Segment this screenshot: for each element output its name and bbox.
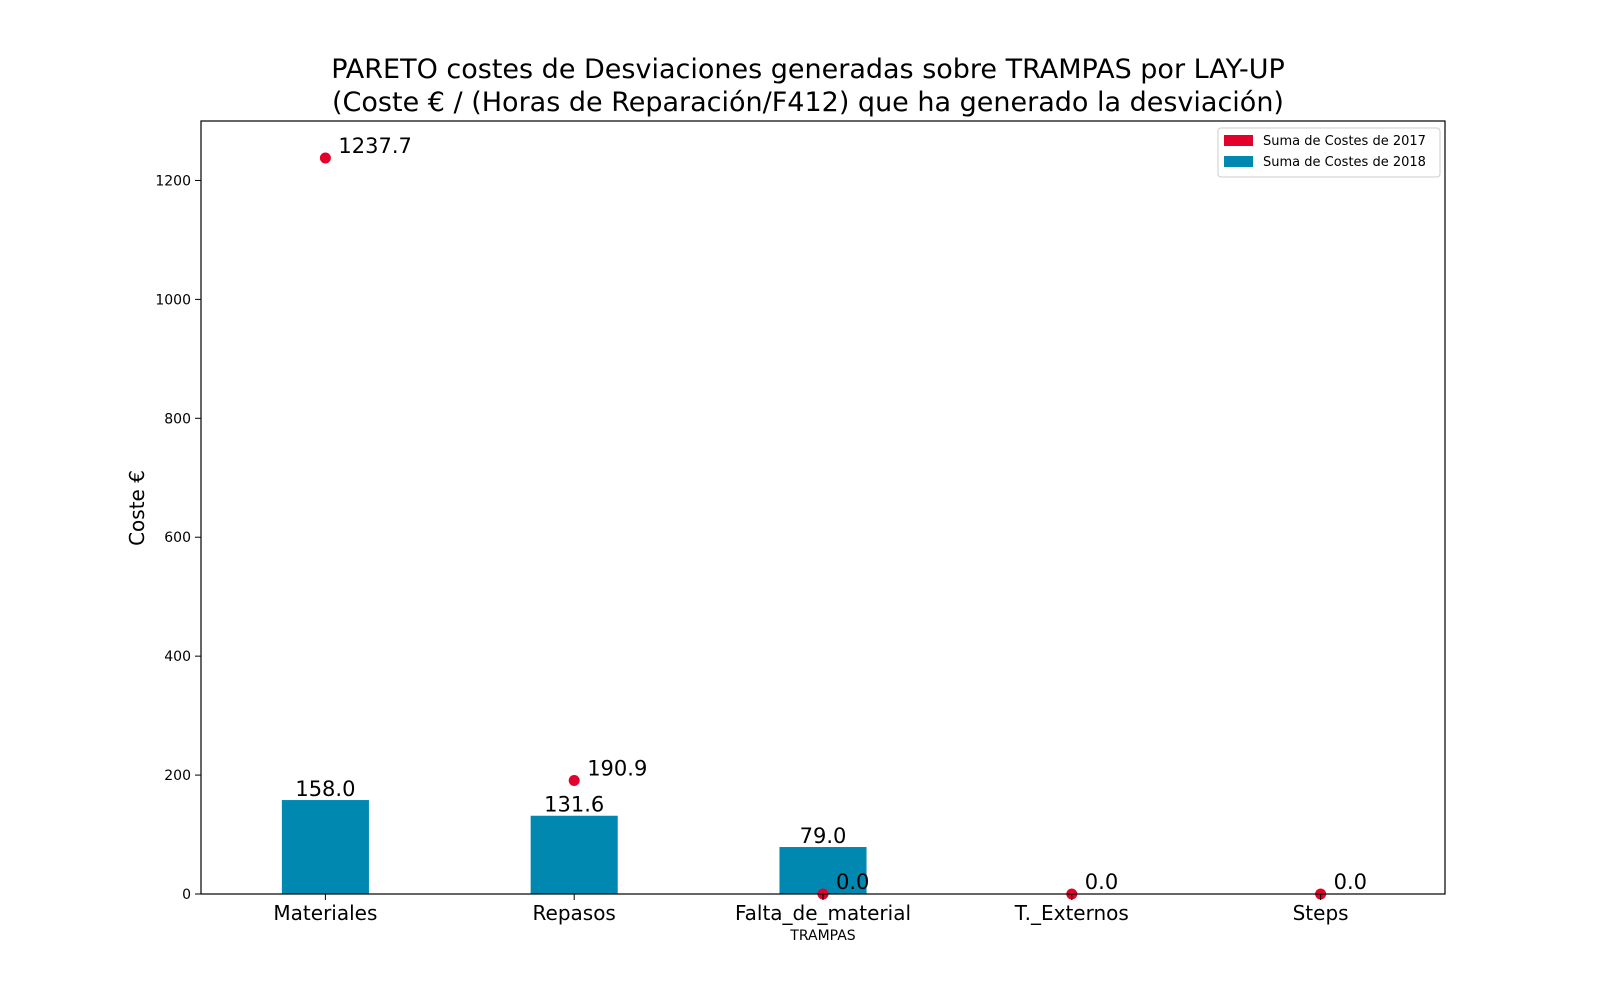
y-axis-label: Coste € xyxy=(125,470,149,546)
point-value-label: 0.0 xyxy=(836,870,869,894)
x-tick-label: T._Externos xyxy=(1014,901,1129,925)
point-2017-repasos xyxy=(568,774,580,786)
bar-2018-falta-de-material xyxy=(779,847,867,894)
bar-2018-materiales xyxy=(281,800,369,894)
x-tick-label: Falta_de_material xyxy=(735,901,911,925)
bar-value-label: 79.0 xyxy=(800,824,847,848)
point-value-label: 0.0 xyxy=(1334,870,1367,894)
x-axis-label: TRAMPAS xyxy=(789,928,855,944)
chart-title-line1: PARETO costes de Desviaciones generadas … xyxy=(331,54,1285,85)
legend-swatch xyxy=(1224,135,1253,146)
y-tick-label: 800 xyxy=(164,411,191,427)
legend-entry-label: Suma de Costes de 2018 xyxy=(1263,155,1426,170)
bar-2018-repasos xyxy=(530,815,618,894)
legend-swatch xyxy=(1224,156,1253,167)
y-tick-label: 0 xyxy=(182,887,191,903)
point-value-label: 1237.7 xyxy=(338,134,411,158)
legend-box xyxy=(1217,127,1441,178)
x-tick-label: Materiales xyxy=(273,901,377,925)
bar-value-label: 158.0 xyxy=(295,777,355,801)
y-tick-label: 400 xyxy=(164,649,191,665)
chart-marks: 158.0 131.6 79.0 1237.7 190.9 0.0 0.0 0.0 xyxy=(281,134,1367,900)
chart-title-line2: (Coste € / (Horas de Reparación/F412) qu… xyxy=(332,87,1284,118)
y-axis: 0 200 400 600 800 1000 1200 xyxy=(155,173,201,903)
plot-frame xyxy=(200,120,1446,895)
x-axis: Materiales Repasos Falta_de_material T._Ext… xyxy=(273,894,1349,925)
x-tick-label: Repasos xyxy=(533,901,616,925)
x-tick-label: Steps xyxy=(1293,901,1349,925)
legend-entry-label: Suma de Costes de 2017 xyxy=(1263,134,1426,149)
legend: Suma de Costes de 2017 Suma de Costes de … xyxy=(1217,127,1441,178)
bar-value-label: 131.6 xyxy=(544,793,604,817)
y-tick-label: 600 xyxy=(164,530,191,546)
y-tick-label: 200 xyxy=(164,768,191,784)
point-value-label: 190.9 xyxy=(587,756,647,780)
point-2017-materiales xyxy=(319,152,331,164)
y-tick-label: 1000 xyxy=(155,292,191,308)
point-value-label: 0.0 xyxy=(1085,870,1118,894)
y-tick-label: 1200 xyxy=(155,173,191,189)
